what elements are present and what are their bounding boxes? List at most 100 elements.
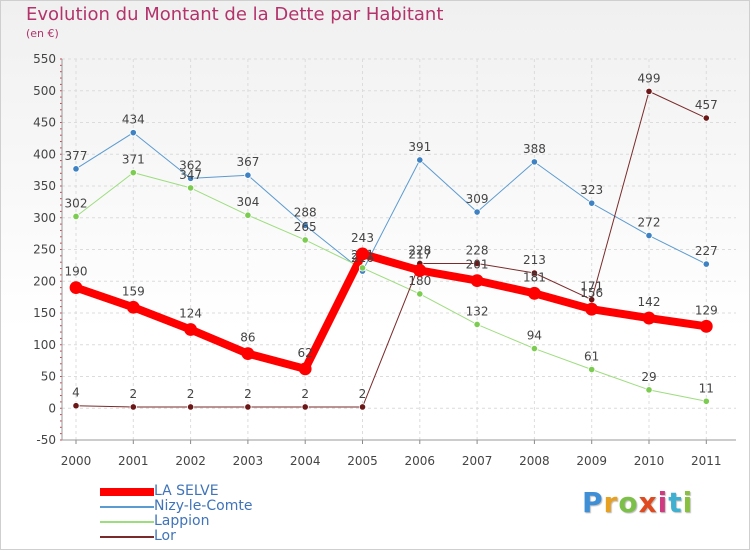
x-tick-label: 2006 (405, 454, 436, 468)
y-tick-label: 100 (33, 338, 56, 352)
logo-letter: P (582, 486, 604, 519)
data-label-lor: 2 (187, 387, 195, 401)
data-point-la-selve (699, 319, 713, 333)
data-point-nizy-le-comte (187, 174, 195, 182)
data-label-nizy-le-comte: 434 (122, 113, 145, 127)
data-point-la-selve (585, 302, 599, 316)
data-point-lor (301, 403, 309, 411)
y-tick-label: 150 (33, 306, 56, 320)
data-point-lappion (72, 212, 80, 221)
data-label-nizy-le-comte: 227 (695, 244, 718, 258)
data-point-lor (187, 403, 195, 411)
x-tick-label: 2003 (233, 454, 264, 468)
logo-letter: r (603, 486, 619, 519)
series-line-nizy-le-comte (75, 132, 707, 272)
y-tick-label: 450 (33, 116, 56, 130)
data-point-lor (244, 403, 252, 411)
data-label-lappion: 94 (527, 329, 542, 343)
data-label-la-selve: 201 (466, 258, 489, 272)
y-tick-label: 550 (33, 52, 56, 66)
x-tick-label: 2004 (290, 454, 321, 468)
chart-title: Evolution du Montant de la Dette par Hab… (26, 4, 444, 25)
data-label-la-selve: 217 (408, 247, 431, 261)
legend-label: Nizy-le-Comte (154, 498, 253, 514)
data-label-lappion: 371 (122, 153, 145, 167)
data-label-la-selve: 181 (523, 270, 546, 284)
data-point-lappion (129, 169, 137, 177)
legend-swatch (100, 536, 154, 538)
data-label-nizy-le-comte: 377 (65, 149, 88, 163)
data-point-lappion (530, 344, 539, 353)
data-point-lappion (187, 184, 195, 192)
data-label-nizy-le-comte: 388 (523, 142, 546, 156)
data-label-lor: 499 (638, 71, 661, 85)
data-label-lappion: 11 (699, 381, 714, 395)
data-label-nizy-le-comte: 288 (294, 205, 317, 219)
y-tick-label: 50 (41, 370, 56, 384)
data-label-nizy-le-comte: 323 (580, 183, 603, 197)
data-label-lappion: 265 (294, 220, 317, 234)
data-point-lor (72, 402, 80, 410)
x-tick-label: 2000 (61, 454, 92, 468)
chart-unit: (en €) (26, 27, 59, 40)
x-tick-label: 2009 (576, 454, 607, 468)
data-label-lor: 2 (129, 387, 137, 401)
data-point-lor (473, 259, 481, 268)
data-point-nizy-le-comte (702, 260, 710, 268)
data-point-la-selve (356, 247, 369, 261)
data-label-lappion: 304 (236, 195, 259, 209)
y-tick-label: -50 (36, 433, 56, 447)
legend-label: LA SELVE (154, 483, 219, 499)
data-label-la-selve: 86 (240, 331, 255, 345)
data-label-lor: 2 (359, 387, 367, 401)
data-point-lappion (473, 320, 481, 329)
data-point-la-selve (69, 281, 83, 295)
data-point-lor (530, 269, 539, 277)
data-label-lor: 228 (408, 243, 431, 257)
data-point-lappion (702, 397, 710, 405)
data-point-nizy-le-comte (588, 199, 596, 207)
data-label-lappion: 29 (641, 370, 656, 384)
data-label-nizy-le-comte: 362 (179, 158, 202, 172)
data-point-lor (645, 87, 653, 95)
data-label-nizy-le-comte: 272 (638, 216, 661, 230)
data-label-nizy-le-comte: 367 (236, 155, 259, 169)
data-point-lor (702, 114, 710, 122)
data-label-lor: 2 (244, 387, 252, 401)
data-point-nizy-le-comte (301, 221, 309, 229)
series-line-la-selve (72, 249, 711, 373)
data-point-nizy-le-comte (72, 165, 80, 173)
x-tick-label: 2001 (118, 454, 149, 468)
data-point-lor (129, 403, 137, 411)
y-tick-label: 300 (33, 211, 56, 225)
data-point-nizy-le-comte (129, 129, 137, 137)
logo-letter: x (638, 486, 658, 519)
data-label-nizy-le-comte: 309 (466, 192, 489, 206)
data-point-lappion (588, 365, 596, 374)
data-label-la-selve: 62 (298, 346, 313, 360)
data-label-la-selve: 243 (351, 231, 374, 245)
x-tick-label: 2007 (462, 454, 493, 468)
data-point-la-selve (413, 264, 427, 277)
logo-letter: t (668, 486, 683, 519)
data-label-lor: 457 (695, 98, 718, 112)
data-point-la-selve (184, 323, 198, 336)
logo-letter: i (682, 486, 694, 519)
y-tick-label: 400 (33, 147, 56, 161)
series-line-lor (75, 90, 707, 408)
y-tick-label: 350 (33, 179, 56, 193)
data-point-nizy-le-comte (645, 231, 653, 240)
data-label-lor: 2 (301, 387, 309, 401)
y-tick-label: 250 (33, 243, 56, 257)
legend-label: Lappion (154, 513, 210, 529)
data-label-nizy-le-comte: 391 (408, 140, 431, 154)
data-label-lappion: 302 (65, 196, 88, 210)
x-tick-label: 2002 (175, 454, 206, 468)
x-tick-label: 2008 (519, 454, 550, 468)
data-label-lappion: 347 (179, 168, 202, 182)
data-label-lappion: 180 (408, 274, 431, 288)
data-point-la-selve (528, 286, 541, 300)
data-label-lor: 171 (580, 280, 603, 294)
data-point-la-selve (298, 362, 312, 376)
